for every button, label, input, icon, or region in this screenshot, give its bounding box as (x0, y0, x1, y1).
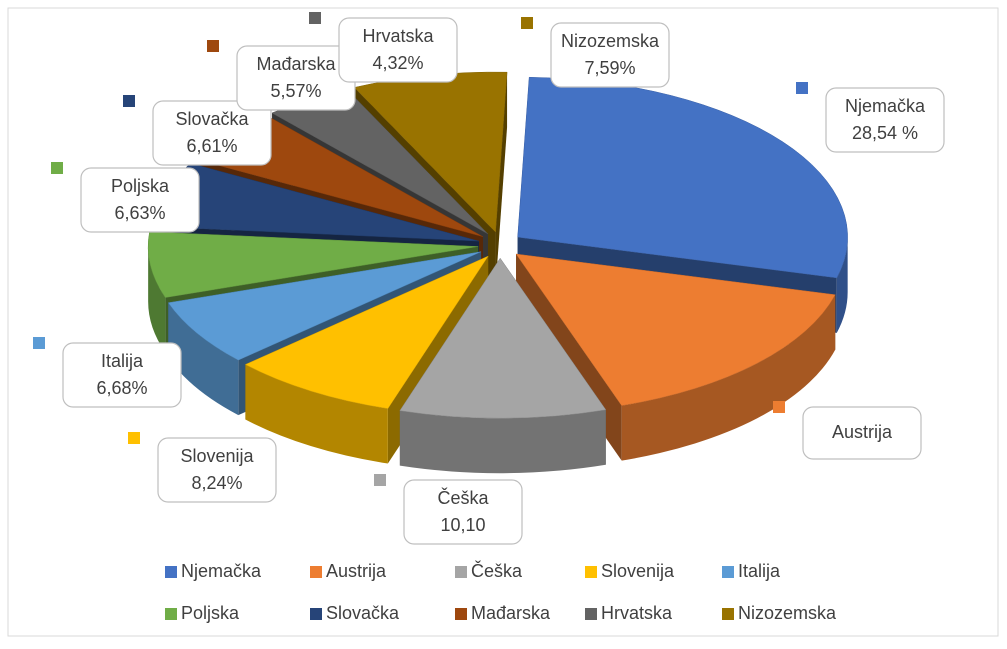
label-key (374, 474, 386, 486)
label-key (796, 82, 808, 94)
label-key (207, 40, 219, 52)
label-value: 10,10 (440, 515, 485, 535)
label-name: Hrvatska (362, 26, 434, 46)
legend-key (310, 566, 322, 578)
legend-label: Italija (738, 561, 781, 581)
label-box (403, 479, 523, 545)
legend-key (165, 566, 177, 578)
legend-key (455, 608, 467, 620)
legend-label: Mađarska (471, 603, 551, 623)
label-key (521, 17, 533, 29)
slice (515, 253, 836, 406)
label-name: Italija (101, 351, 144, 371)
label-key (33, 337, 45, 349)
legend-label: Austrija (326, 561, 387, 581)
legend-label: Hrvatska (601, 603, 673, 623)
legend-key (722, 608, 734, 620)
label-key (123, 95, 135, 107)
legend-label: Njemačka (181, 561, 262, 581)
legend-label: Slovačka (326, 603, 400, 623)
label-box (802, 406, 922, 460)
slice-side (836, 237, 848, 333)
label-value: 4,32% (372, 53, 423, 73)
label-box (157, 437, 277, 503)
label-value: 6,61% (186, 136, 237, 156)
legend-key (722, 566, 734, 578)
slice-side (168, 302, 239, 416)
label-box (550, 22, 670, 88)
label-key (773, 401, 785, 413)
label-name: Češka (437, 487, 489, 508)
legend-label: Češka (471, 560, 523, 581)
legend-label: Slovenija (601, 561, 675, 581)
slice (399, 257, 607, 419)
label-box (62, 342, 182, 408)
label-box (825, 87, 945, 153)
label-name: Poljska (111, 176, 170, 196)
label-name: Slovačka (175, 109, 249, 129)
label-name: Slovenija (180, 446, 254, 466)
legend-key (165, 608, 177, 620)
slice (147, 231, 479, 298)
slice-wall (495, 72, 508, 288)
slice-side (245, 364, 388, 464)
legend-key (585, 608, 597, 620)
legend-key (310, 608, 322, 620)
label-name: Nizozemska (561, 31, 660, 51)
label-value: 7,59% (584, 58, 635, 78)
slice-side (399, 409, 606, 474)
label-value: 28,54 % (852, 123, 918, 143)
legend-key (455, 566, 467, 578)
slice (244, 255, 489, 409)
label-key (309, 12, 321, 24)
label-key (51, 162, 63, 174)
slice (167, 251, 482, 361)
slice-side (621, 294, 836, 461)
legend-label: Nizozemska (738, 603, 837, 623)
label-box (338, 17, 458, 83)
label-value: 8,24% (191, 473, 242, 493)
label-key (128, 432, 140, 444)
label-name: Austrija (832, 422, 893, 442)
label-name: Mađarska (256, 54, 336, 74)
label-name: Njemačka (845, 96, 926, 116)
label-value: 5,57% (270, 81, 321, 101)
label-box (152, 100, 272, 166)
label-value: 6,68% (96, 378, 147, 398)
legend-key (585, 566, 597, 578)
legend-label: Poljska (181, 603, 240, 623)
label-box (80, 167, 200, 233)
label-value: 6,63% (114, 203, 165, 223)
